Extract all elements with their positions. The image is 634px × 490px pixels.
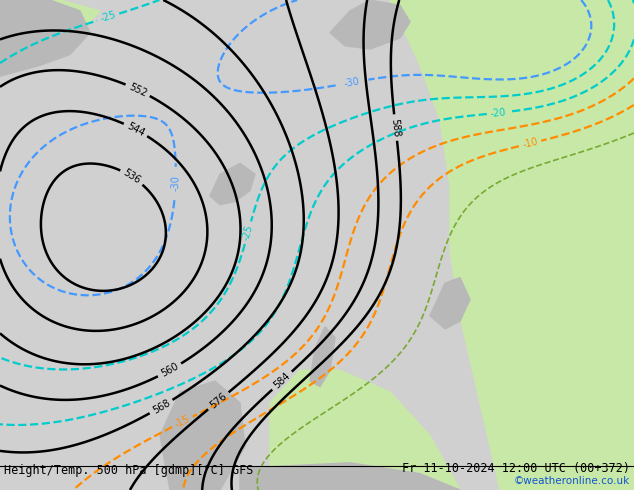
Polygon shape: [530, 403, 634, 490]
Polygon shape: [0, 0, 100, 38]
Text: 544: 544: [125, 121, 146, 138]
Polygon shape: [310, 327, 335, 387]
Text: 552: 552: [127, 81, 148, 98]
Text: -25: -25: [99, 10, 117, 24]
Text: -30: -30: [171, 175, 181, 192]
Polygon shape: [430, 278, 470, 329]
Polygon shape: [160, 381, 245, 490]
Polygon shape: [390, 0, 634, 490]
Text: 560: 560: [159, 361, 180, 379]
Polygon shape: [270, 370, 460, 490]
Text: -20: -20: [490, 107, 507, 119]
Text: Fr 11-10-2024 12:00 UTC (00+372): Fr 11-10-2024 12:00 UTC (00+372): [402, 462, 630, 475]
Text: -10: -10: [521, 137, 539, 150]
Text: 576: 576: [208, 391, 229, 411]
Polygon shape: [330, 0, 410, 49]
Polygon shape: [590, 0, 634, 54]
Text: 588: 588: [390, 118, 401, 137]
Polygon shape: [240, 463, 460, 490]
Text: -25: -25: [241, 223, 255, 242]
Text: -15: -15: [173, 414, 191, 430]
Text: 536: 536: [122, 168, 143, 186]
Text: -30: -30: [344, 76, 361, 89]
Polygon shape: [0, 0, 90, 76]
Text: 584: 584: [272, 370, 292, 391]
Polygon shape: [210, 163, 255, 205]
Text: Height/Temp. 500 hPa [gdmp][°C] GFS: Height/Temp. 500 hPa [gdmp][°C] GFS: [4, 464, 254, 477]
Text: 568: 568: [151, 398, 172, 416]
Text: ©weatheronline.co.uk: ©weatheronline.co.uk: [514, 476, 630, 486]
